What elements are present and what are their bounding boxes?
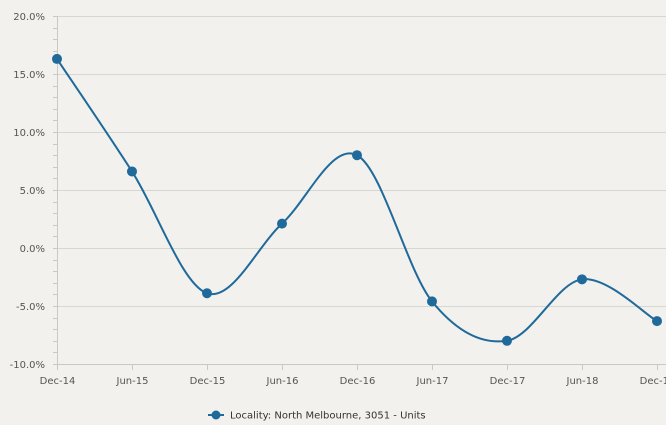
- data-point[interactable]: [427, 296, 437, 307]
- data-point[interactable]: [127, 166, 137, 177]
- x-tick-label: Dec-18: [640, 376, 666, 387]
- data-point[interactable]: [352, 150, 362, 161]
- y-tick-label: 5.0%: [20, 186, 45, 197]
- y-tick-label: 20.0%: [13, 12, 45, 23]
- x-tick-label: Jun-18: [566, 376, 599, 387]
- x-tick-label: Jun-16: [266, 376, 299, 387]
- y-tick-label: 0.0%: [20, 244, 45, 255]
- legend-label: Locality: North Melbourne, 3051 - Units: [230, 411, 426, 422]
- x-tick-label: Dec-14: [40, 376, 76, 387]
- y-tick-label: -5.0%: [16, 302, 45, 313]
- y-tick-label: -10.0%: [10, 360, 45, 371]
- series-line: [56, 58, 658, 343]
- y-axis: -10.0% -5.0% 0.0% 5.0% 10.0% 15.0% 20.0%: [10, 12, 58, 371]
- x-tick-label: Jun-17: [416, 376, 449, 387]
- y-tick-label: 10.0%: [13, 128, 45, 139]
- x-tick-label: Dec-16: [340, 376, 376, 387]
- legend[interactable]: Locality: North Melbourne, 3051 - Units: [208, 410, 426, 422]
- gridlines: [57, 16, 666, 365]
- data-point[interactable]: [577, 274, 587, 285]
- data-point[interactable]: [652, 316, 662, 327]
- x-tick-label: Dec-15: [190, 376, 226, 387]
- data-point[interactable]: [52, 53, 62, 64]
- legend-swatch-marker: [211, 410, 221, 420]
- x-axis: Dec-14 Jun-15 Dec-15 Jun-16 Dec-16 Jun-17 Dec-…: [40, 364, 666, 387]
- data-point[interactable]: [277, 218, 287, 229]
- x-tick-label: Dec-17: [490, 376, 526, 387]
- x-tick-label: Jun-15: [116, 376, 149, 387]
- data-point[interactable]: [502, 335, 512, 346]
- series-group: [52, 53, 662, 346]
- y-tick-label: 15.0%: [13, 70, 45, 81]
- data-point[interactable]: [202, 288, 212, 299]
